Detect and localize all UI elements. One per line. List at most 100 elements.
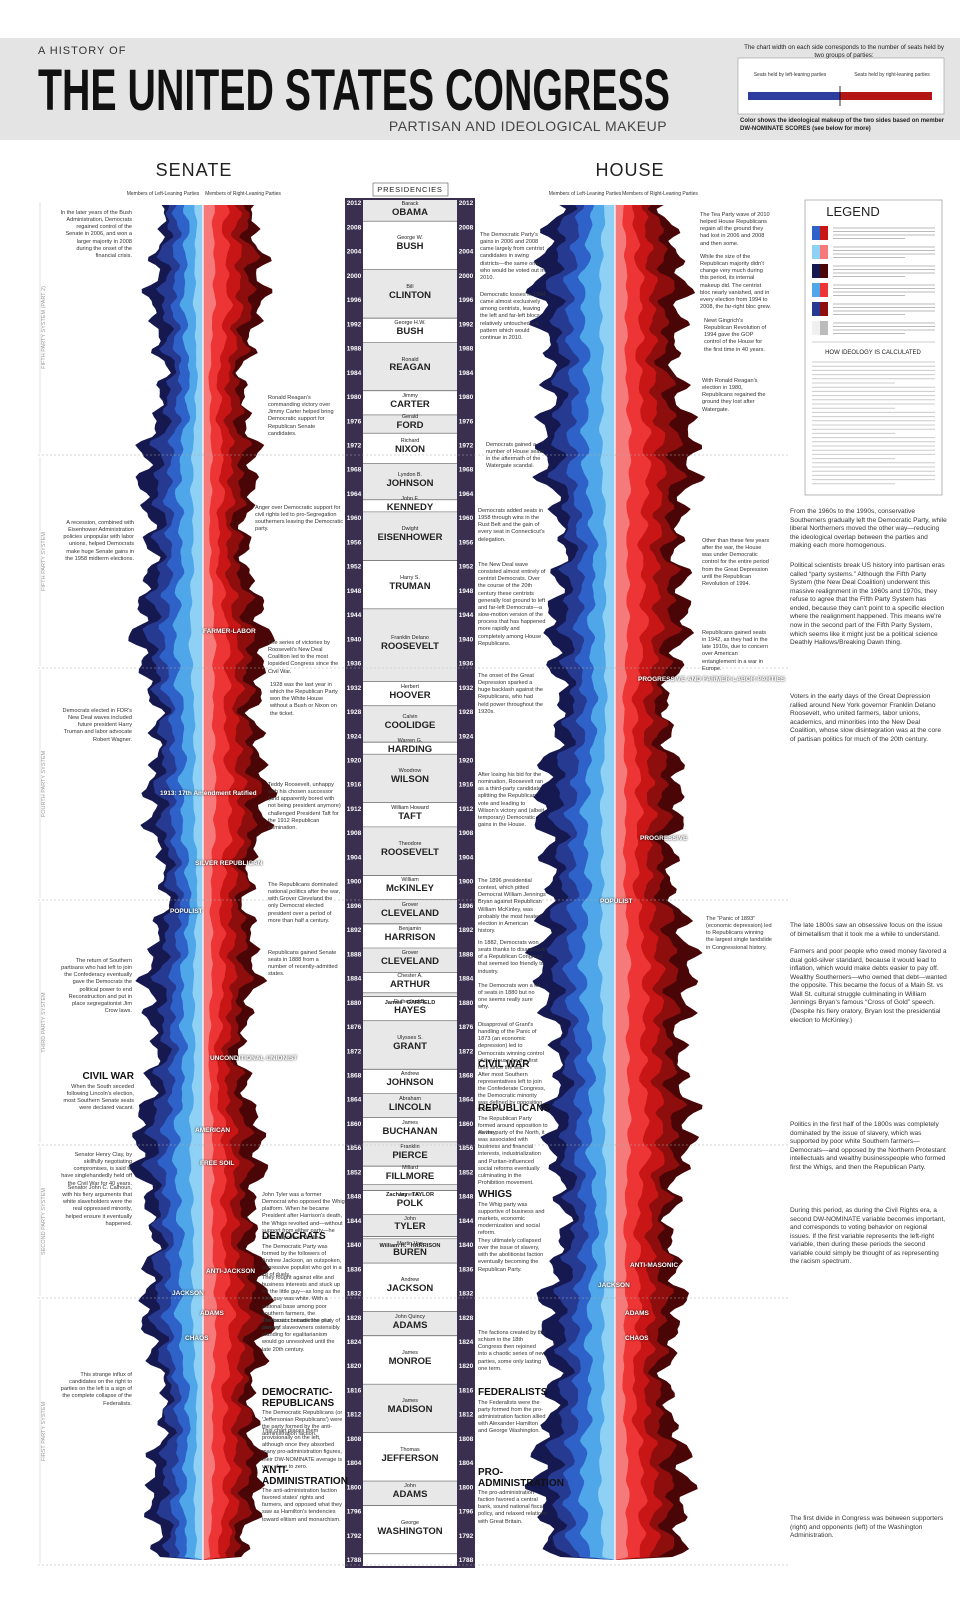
annotation-text: The return of Southern partisans who had…	[61, 958, 132, 1015]
president-first: Chester A.	[397, 972, 423, 979]
era-label: SECOND PARTY SYSTEM	[41, 1188, 47, 1255]
president: John ADAMS	[363, 1483, 457, 1500]
annotation: The 1896 presidential contest, which pit…	[478, 878, 546, 935]
axis-label: Members of Left-Leaning Parties	[549, 191, 622, 197]
president: Richard NIXON	[363, 438, 457, 455]
year-label: 1916	[347, 782, 362, 789]
term-band	[363, 1384, 457, 1433]
president: Lyndon B. JOHNSON	[363, 472, 457, 489]
year-label: 1860	[459, 1121, 474, 1128]
president: Herbert HOOVER	[363, 684, 457, 701]
president-last: PIERCE	[392, 1149, 428, 1161]
year-label: 1960	[459, 515, 474, 522]
president: Rutherford B. HAYES	[363, 998, 457, 1016]
annotation: Anger over Democratic support for civil …	[255, 505, 343, 534]
president-first: Ronald	[401, 356, 419, 363]
year-label: 1960	[347, 515, 362, 522]
president-last: BUSH	[396, 326, 424, 338]
year-label: 1972	[459, 443, 474, 450]
annotation-text: The 1896 presidential contest, which pit…	[478, 878, 546, 935]
year-label: 1800	[459, 1484, 474, 1491]
presidencies-heading: PRESIDENCIES	[377, 185, 442, 194]
president-first: Abraham	[399, 1095, 421, 1102]
president: Franklin Delano ROOSEVELT	[363, 635, 457, 652]
year-label: 1904	[347, 854, 362, 861]
annotation-text: 1928 was the last year in which the Repu…	[270, 682, 338, 717]
president-first: Andrew	[400, 1071, 420, 1078]
annotation-text: Ronald Reagan's commanding victory over …	[268, 395, 334, 437]
term-band	[363, 1020, 457, 1070]
year-label: 1852	[459, 1169, 474, 1176]
annotation-text: Democrats added seats in 1958 through wi…	[478, 508, 545, 543]
president-last: TYLER	[394, 1221, 426, 1233]
year-label: 2000	[459, 273, 474, 280]
year-label: 1920	[347, 757, 362, 764]
annotation: They ultimately collapsed over the issue…	[478, 1238, 546, 1274]
annotation-text: The series of victories by Roosevelt's N…	[268, 640, 339, 675]
stream-label: FREE SOIL	[200, 1160, 235, 1167]
stream-label: SILVER REPUBLICAN	[195, 860, 263, 867]
year-label: 1948	[459, 588, 474, 595]
annotation: The Democratic Party's gains in 2006 and…	[480, 232, 546, 282]
legend-title: LEGEND	[826, 204, 879, 219]
stream-label: POPULIST	[170, 908, 203, 915]
stream-label: POPULIST	[600, 898, 633, 905]
year-label: 1976	[347, 418, 362, 425]
stream-label: ANTI-MASONIC	[630, 1262, 679, 1269]
year-label: 1920	[459, 757, 474, 764]
annotation: The series of victories by Roosevelt's N…	[268, 640, 342, 676]
annotation-text: They ultimately collapsed over the issue…	[478, 1238, 544, 1273]
year-label: 1840	[347, 1242, 362, 1249]
year-label: 1900	[347, 879, 362, 886]
year-label: 1860	[347, 1121, 362, 1128]
president: Barack OBAMA	[363, 201, 457, 218]
era-label: FIFTH PARTY SYSTEM	[41, 532, 47, 591]
president: George W. BUSH	[363, 235, 457, 252]
year-label: 1972	[347, 443, 362, 450]
term-band	[363, 463, 457, 500]
president: John Quincy ADAMS	[363, 1314, 457, 1331]
annotation: A recession, combined with Eisenhower Ad…	[60, 520, 134, 563]
year-label: 1936	[347, 661, 362, 668]
year-label: 1884	[459, 976, 474, 983]
annotation-text: This strange influx of candidates on the…	[60, 1372, 132, 1407]
president: Ulysses S. GRANT	[363, 1035, 457, 1052]
annotation: FEDERALISTS The Federalists were the part…	[478, 1387, 548, 1435]
annotation-text: The Democratic Party was formed by the f…	[262, 1243, 342, 1279]
annotation: Democrats gained a number of House seats…	[486, 442, 548, 471]
term-band	[363, 826, 457, 876]
annotation-text: The basic contradiction of a party of sl…	[262, 1318, 340, 1353]
year-label: 1896	[347, 903, 362, 910]
annotation: ANTI-ADMINISTRATION The anti-administrati…	[262, 1465, 348, 1524]
president-first: Theodore	[398, 841, 422, 848]
year-label: 1936	[459, 661, 474, 668]
annotation: Democrats added seats in 1958 through wi…	[478, 508, 546, 544]
year-label: 1848	[347, 1194, 362, 1201]
annotation-text: Republicans gained seats in 1942, as the…	[702, 630, 768, 672]
president-first: Rutherford B.	[393, 998, 427, 1005]
stream-label: PROGRESSIVE AND FARMER-LABOR PARTIES	[638, 676, 785, 683]
year-label: 1976	[459, 418, 474, 425]
year-label: 1968	[347, 467, 362, 474]
annotation: They fought against elite and business i…	[262, 1275, 342, 1332]
year-label: 1892	[459, 927, 474, 934]
president-first: James	[402, 1398, 418, 1405]
year-label: 1988	[459, 346, 474, 353]
year-label: 1824	[347, 1339, 362, 1346]
year-label: 1876	[347, 1024, 362, 1031]
annotation: Republicans gained Senate seats in 1888 …	[268, 950, 338, 979]
year-label: 1980	[347, 394, 362, 401]
term-band	[363, 511, 457, 561]
term-band	[363, 1238, 457, 1264]
annotation-text: Newt Gingrich's Republican Revolution of…	[704, 318, 767, 353]
president: Andrew JACKSON	[363, 1277, 457, 1294]
year-label: 1852	[347, 1169, 362, 1176]
annotation-text: After most Southern representatives left…	[478, 1071, 546, 1114]
president-last: HARRISON	[410, 1242, 441, 1249]
year-label: 1952	[459, 564, 474, 571]
year-label: 1824	[459, 1339, 474, 1346]
year-label: 1872	[459, 1048, 474, 1055]
president-last: HARDING	[387, 744, 433, 756]
annotation-heading: PRO-ADMINISTRATION	[478, 1467, 564, 1489]
